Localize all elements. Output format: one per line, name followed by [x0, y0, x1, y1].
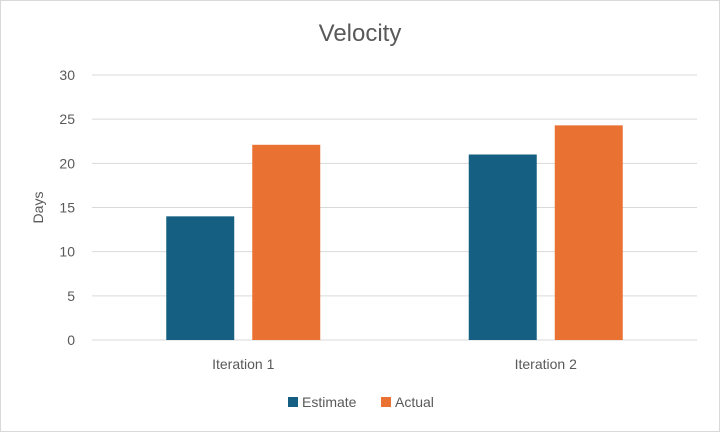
legend-label-actual: Actual [395, 394, 434, 410]
x-tick-label: Iteration 2 [515, 356, 577, 372]
y-tick-label: 0 [67, 332, 75, 348]
bar-estimate-2 [468, 154, 537, 340]
y-axis-ticks: 0 5 10 15 20 25 30 [59, 67, 75, 348]
bar-actual-2 [554, 125, 623, 340]
y-tick-label: 15 [59, 200, 75, 216]
legend-label-estimate: Estimate [302, 394, 357, 410]
y-tick-label: 10 [59, 244, 75, 260]
y-axis-title: Days [30, 192, 46, 224]
y-tick-label: 20 [59, 155, 75, 171]
bar-estimate-1 [166, 216, 235, 340]
x-axis-ticks: Iteration 1 Iteration 2 [212, 356, 577, 372]
y-tick-label: 5 [67, 288, 75, 304]
legend-swatch-actual [381, 397, 391, 407]
y-tick-label: 25 [59, 111, 75, 127]
y-tick-label: 30 [59, 67, 75, 83]
chart-title: Velocity [319, 20, 402, 47]
bars [166, 125, 623, 340]
legend: Estimate Actual [288, 394, 434, 410]
x-tick-label: Iteration 1 [212, 356, 274, 372]
bar-actual-1 [252, 144, 321, 340]
legend-swatch-estimate [288, 397, 298, 407]
